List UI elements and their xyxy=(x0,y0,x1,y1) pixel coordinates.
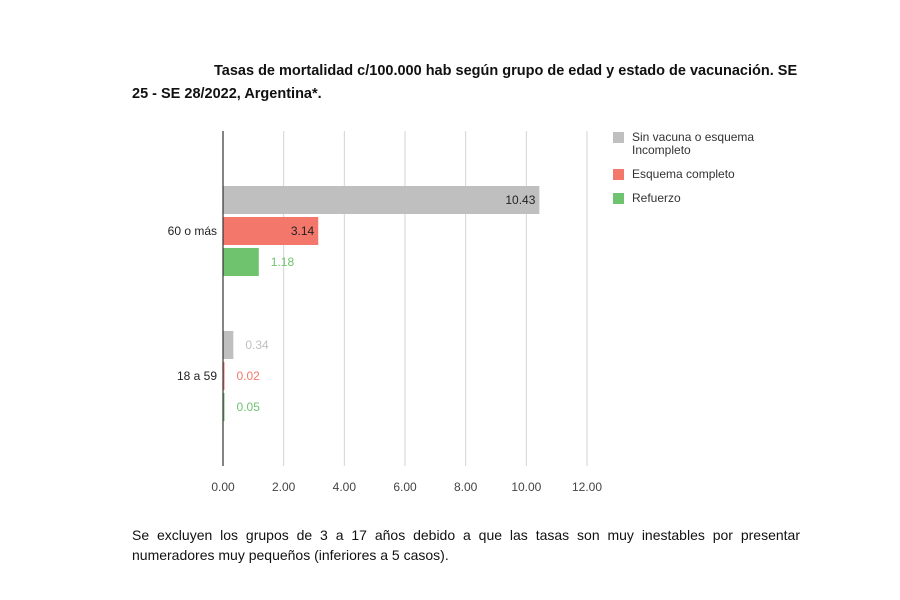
legend-item-refuerzo: Refuerzo xyxy=(613,192,813,205)
data-label: 0.02 xyxy=(237,369,261,383)
chart-title: Tasas de mortalidad c/100.000 hab según … xyxy=(132,60,822,106)
data-label: 3.14 xyxy=(291,224,315,238)
chart-title-line-2: 25 - SE 28/2022, Argentina*. xyxy=(132,86,322,102)
legend-label-sin-vacuna: Sin vacuna o esquema Incompleto xyxy=(632,130,755,157)
data-label: 10.43 xyxy=(505,193,535,207)
bar xyxy=(223,217,319,245)
chart-legend: Sin vacuna o esquema Incompleto Esquema … xyxy=(613,131,813,205)
y-category-label: 18 a 59 xyxy=(177,369,217,383)
x-tick-label: 12.00 xyxy=(572,480,602,494)
footnote: Se excluyen los grupos de 3 a 17 años de… xyxy=(132,527,800,563)
x-tick-label: 10.00 xyxy=(511,480,541,494)
x-tick-label: 6.00 xyxy=(393,480,417,494)
legend-label-refuerzo: Refuerzo xyxy=(632,191,681,205)
data-label: 0.34 xyxy=(245,338,269,352)
data-label: 0.05 xyxy=(237,400,261,414)
chart-title-line-1: Tasas de mortalidad c/100.000 hab según … xyxy=(214,63,798,79)
bar xyxy=(223,331,234,359)
legend-item-esquema-completo: Esquema completo xyxy=(613,168,813,181)
bar xyxy=(223,186,540,214)
x-tick-label: 2.00 xyxy=(272,480,296,494)
bar xyxy=(223,362,225,390)
bar xyxy=(223,248,259,276)
legend-swatch-sin-vacuna xyxy=(613,132,624,143)
legend-swatch-esquema-completo xyxy=(613,169,624,180)
legend-swatch-refuerzo xyxy=(613,193,624,204)
x-tick-label: 0.00 xyxy=(211,480,235,494)
legend-label-esquema-completo: Esquema completo xyxy=(632,167,735,181)
y-category-label: 60 o más xyxy=(168,224,217,238)
legend-item-sin-vacuna: Sin vacuna o esquema Incompleto xyxy=(613,131,813,157)
x-tick-label: 8.00 xyxy=(454,480,478,494)
x-tick-label: 4.00 xyxy=(333,480,357,494)
data-label: 1.18 xyxy=(271,255,295,269)
bar xyxy=(223,393,225,421)
